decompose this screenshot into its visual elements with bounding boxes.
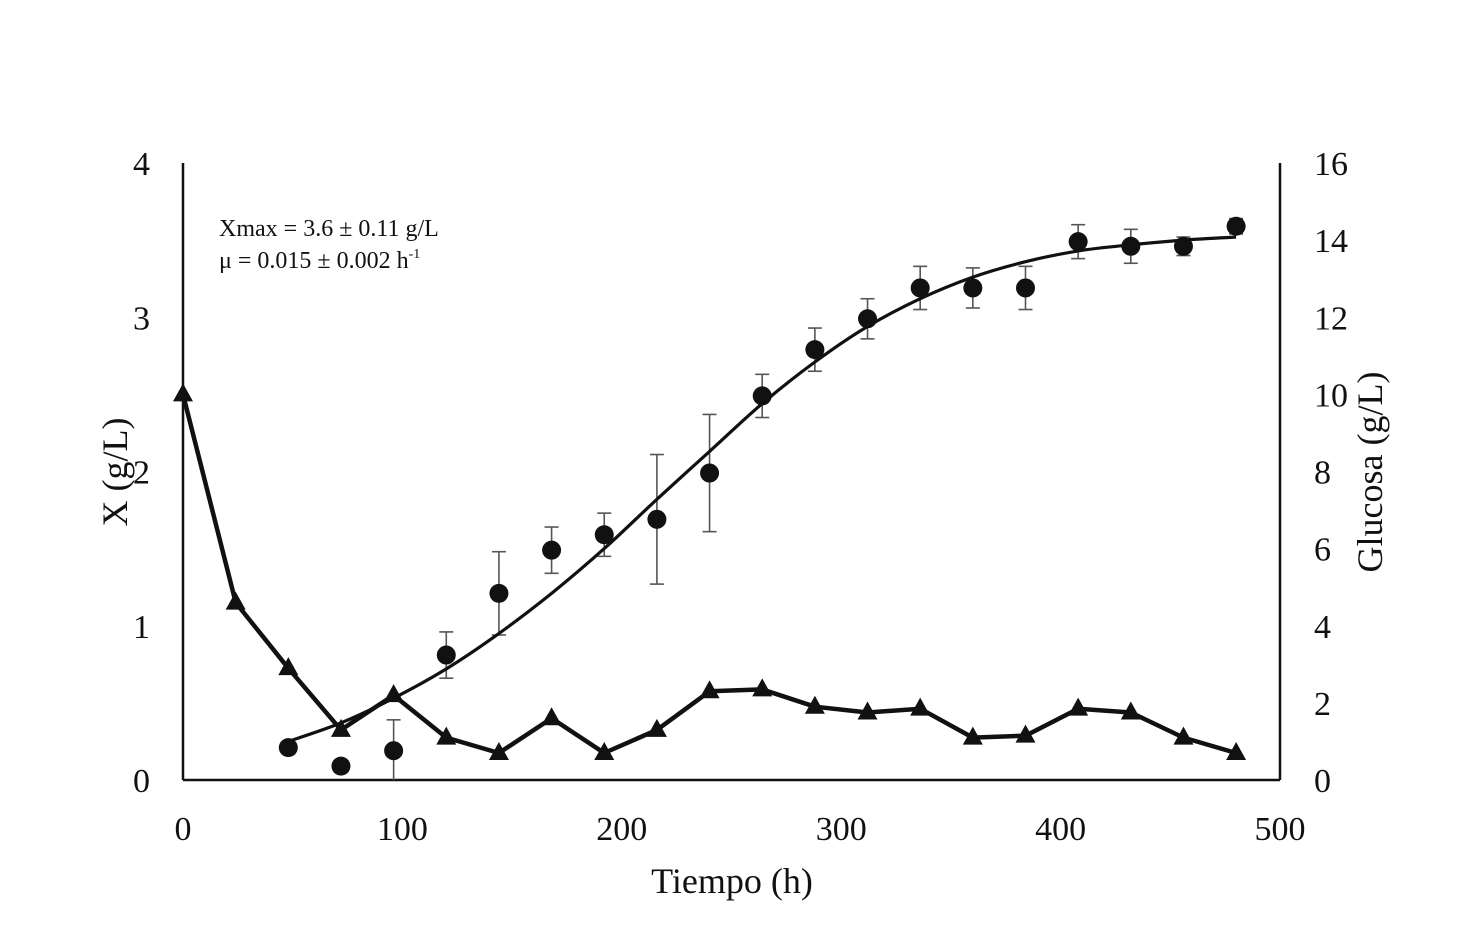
biomass-point — [805, 340, 825, 360]
x-tick-label: 400 — [1035, 811, 1086, 848]
glucose-point — [383, 684, 404, 703]
biomass-point — [858, 309, 878, 329]
glucose-point — [594, 742, 615, 761]
annotation-mu-main: μ = 0.015 ± 0.002 h — [219, 248, 409, 274]
y-right-tick-label: 16 — [1314, 146, 1348, 183]
biomass-point — [700, 463, 720, 483]
glucose-point — [910, 697, 931, 716]
glucose-point — [1226, 742, 1247, 761]
biomass-point — [1068, 232, 1088, 252]
glucose-point — [225, 591, 246, 610]
x-tick-label: 500 — [1255, 811, 1306, 848]
biomass-point — [647, 509, 667, 529]
x-tick-label: 300 — [816, 811, 867, 848]
glucose-point — [857, 701, 878, 720]
annotation-mu: μ = 0.015 ± 0.002 h-1 — [219, 247, 420, 274]
biomass-point — [384, 741, 404, 761]
axis-titles: Tiempo (h) X (g/L) Glucosa (g/L) — [95, 372, 1390, 901]
glucose-point — [1120, 701, 1141, 720]
glucose-point — [699, 680, 720, 699]
glucose-point — [330, 718, 351, 737]
y-left-tick-label: 0 — [133, 763, 150, 800]
glucose-point — [488, 742, 509, 761]
y-left-tick-label: 4 — [133, 146, 150, 183]
glucose-point — [962, 726, 983, 745]
annotation: Xmax = 3.6 ± 0.11 g/L μ = 0.015 ± 0.002 … — [219, 216, 439, 274]
biomass-point — [963, 278, 983, 298]
glucose-point — [436, 726, 457, 745]
biomass-point — [910, 278, 930, 298]
glucose-point — [1173, 726, 1194, 745]
y-right-tick-label: 14 — [1314, 223, 1348, 260]
y-right-tick-label: 6 — [1314, 532, 1331, 569]
biomass-point — [1015, 278, 1035, 298]
y-right-tick-label: 4 — [1314, 609, 1331, 646]
glucose-point — [173, 383, 193, 402]
biomass-point — [331, 756, 351, 776]
x-axis-title: Tiempo (h) — [651, 861, 813, 901]
biomass-point — [1226, 216, 1246, 236]
biomass-fit-curve — [287, 235, 1237, 743]
y-axis-left-title: X (g/L) — [95, 418, 135, 527]
axes — [181, 163, 1282, 782]
glucose-point — [278, 657, 299, 676]
y-left-tick-label: 3 — [133, 300, 150, 337]
y-right-tick-label: 0 — [1314, 763, 1331, 800]
biomass-point — [752, 386, 772, 406]
y-axis-right-title: Glucosa (g/L) — [1350, 372, 1390, 573]
biomass-point — [1173, 236, 1193, 256]
biomass-point — [1121, 236, 1141, 256]
y-right-tick-label: 10 — [1314, 377, 1348, 414]
biomass-point — [489, 583, 509, 603]
annotation-xmax: Xmax = 3.6 ± 0.11 g/L — [219, 216, 439, 242]
glucose-point — [646, 718, 667, 737]
x-tick-label: 200 — [596, 811, 647, 848]
biomass-point — [594, 525, 614, 545]
x-tick-label: 0 — [175, 811, 192, 848]
y-left-tick-label: 1 — [133, 609, 150, 646]
annotation-mu-sup: -1 — [409, 247, 421, 262]
biomass-point — [542, 540, 562, 560]
x-tick-label: 100 — [377, 811, 428, 848]
biomass-point — [436, 645, 456, 665]
glucose-point — [752, 678, 773, 697]
plot-area — [173, 216, 1247, 780]
y-left-tick-label: 2 — [133, 455, 150, 492]
y-right-tick-label: 8 — [1314, 455, 1331, 492]
glucose-point — [1015, 724, 1036, 743]
glucose-point — [1068, 697, 1089, 716]
y-right-tick-label: 12 — [1314, 300, 1348, 337]
biomass-point — [278, 738, 298, 758]
glucose-point — [541, 707, 562, 726]
y-right-tick-label: 2 — [1314, 686, 1331, 723]
glucose-point — [804, 695, 825, 714]
